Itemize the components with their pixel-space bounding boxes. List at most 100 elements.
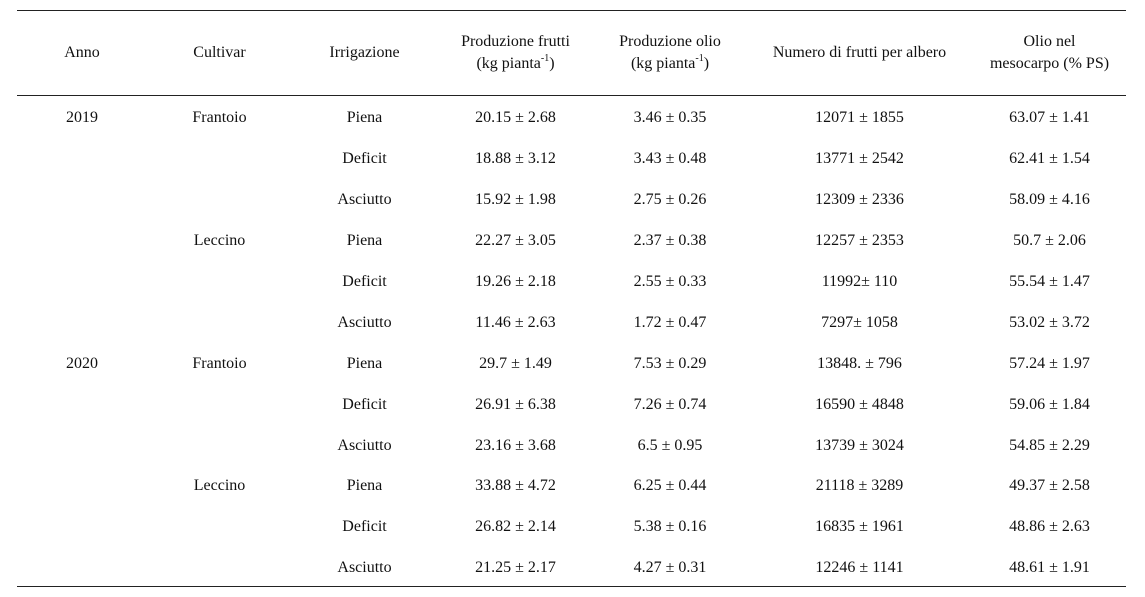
cell-anno: 2019 [66, 109, 98, 127]
cell-irrigazione: Asciutto [337, 559, 392, 577]
cell-olio-mesocarpo: 49.37 ± 2.58 [1009, 477, 1090, 495]
cell-irrigazione: Deficit [342, 273, 387, 290]
cell-produzione-frutti: 23.16 ± 3.68 [475, 436, 556, 454]
header-produzione-frutti-line1: Produzione frutti [461, 33, 570, 50]
header-rule [17, 95, 1126, 96]
cell-numero-frutti: 13771 ± 2542 [815, 150, 904, 168]
table-body: 2019 Frantoio Piena 20.15 ± 2.68 3.46 ± … [17, 95, 1126, 589]
cell-produzione-frutti: 26.91 ± 6.38 [475, 395, 556, 413]
cell-olio-mesocarpo: 59.06 ± 1.84 [1009, 395, 1090, 413]
cell-cultivar [147, 507, 292, 548]
data-table: Anno Cultivar Irrigazione Produzione fru… [17, 11, 1126, 589]
table-row: Leccino Piena 33.88 ± 4.72 6.25 ± 0.44 2… [17, 466, 1126, 507]
cell-anno [17, 262, 147, 303]
cell-produzione-olio: 5.38 ± 0.16 [633, 518, 707, 536]
cell-olio-mesocarpo: 50.7 ± 2.06 [1013, 232, 1086, 250]
cell-cultivar: Frantoio [192, 109, 247, 127]
table-header: Anno Cultivar Irrigazione Produzione fru… [17, 11, 1126, 95]
cell-anno [17, 548, 147, 589]
unit-close: ) [549, 55, 555, 72]
cell-numero-frutti: 13739 ± 3024 [815, 436, 904, 454]
cell-anno [17, 466, 147, 507]
cell-cultivar: Leccino [193, 232, 246, 250]
cell-olio-mesocarpo: 58.09 ± 4.16 [1009, 191, 1090, 209]
cell-numero-frutti: 16835 ± 1961 [815, 518, 904, 536]
cell-irrigazione: Asciutto [337, 313, 392, 331]
cell-produzione-olio: 7.26 ± 0.74 [633, 395, 707, 413]
cell-cultivar [147, 262, 292, 303]
cell-irrigazione: Deficit [342, 150, 387, 168]
header-olio-mesocarpo-line1: Olio nel [1023, 33, 1076, 50]
cell-irrigazione: Piena [346, 109, 383, 127]
unit-close: ) [703, 55, 710, 72]
cell-numero-frutti: 11992± 110 [821, 273, 898, 290]
cell-olio-mesocarpo: 55.54 ± 1.47 [1009, 273, 1090, 290]
cell-produzione-olio: 2.37 ± 0.38 [633, 232, 707, 250]
cell-cultivar [147, 139, 292, 180]
unit-exponent: -1 [695, 53, 704, 64]
cell-produzione-frutti: 22.27 ± 3.05 [475, 232, 556, 250]
table-row: Leccino Piena 22.27 ± 3.05 2.37 ± 0.38 1… [17, 221, 1126, 262]
unit-exponent: -1 [540, 53, 550, 64]
unit-text: (kg pianta [630, 55, 696, 72]
header-produzione-frutti: Produzione frutti (kg pianta-1) [437, 11, 594, 95]
cell-produzione-frutti: 21.25 ± 2.17 [475, 559, 556, 577]
header-irrigazione: Irrigazione [329, 44, 400, 61]
cell-numero-frutti: 12071 ± 1855 [815, 109, 904, 127]
cell-anno: 2020 [66, 354, 98, 372]
cell-anno [17, 302, 147, 343]
cell-numero-frutti: 12257 ± 2353 [815, 232, 904, 250]
cell-olio-mesocarpo: 53.02 ± 3.72 [1009, 313, 1090, 331]
cell-produzione-frutti: 15.92 ± 1.98 [475, 191, 556, 209]
cell-produzione-frutti: 18.88 ± 3.12 [475, 150, 556, 168]
cell-cultivar [147, 302, 292, 343]
cell-anno [17, 180, 147, 221]
cell-produzione-olio: 1.72 ± 0.47 [633, 313, 707, 331]
cell-produzione-olio: 6.5 ± 0.95 [637, 436, 703, 454]
header-olio-mesocarpo-line2: mesocarpo (% PS) [989, 55, 1110, 72]
cell-numero-frutti: 7297± 1058 [821, 313, 898, 331]
cell-numero-frutti: 12246 ± 1141 [815, 559, 904, 577]
header-produzione-frutti-line2: (kg pianta-1) [441, 53, 590, 75]
cell-cultivar [147, 180, 292, 221]
cell-anno [17, 507, 147, 548]
cell-produzione-frutti: 29.7 ± 1.49 [479, 354, 552, 372]
cell-olio-mesocarpo: 57.24 ± 1.97 [1009, 354, 1090, 372]
bottom-rule [17, 586, 1126, 587]
cell-numero-frutti: 16590 ± 4848 [815, 395, 904, 413]
cell-irrigazione: Deficit [342, 395, 387, 413]
header-anno: Anno [64, 44, 100, 61]
cell-produzione-frutti: 33.88 ± 4.72 [475, 477, 556, 495]
cell-irrigazione: Asciutto [337, 436, 392, 454]
table-row: Asciutto 21.25 ± 2.17 4.27 ± 0.31 12246 … [17, 548, 1126, 589]
cell-cultivar [147, 384, 292, 425]
cell-numero-frutti: 13848. ± 796 [817, 354, 902, 372]
cell-produzione-olio: 7.53 ± 0.29 [633, 354, 707, 372]
cell-produzione-olio: 3.43 ± 0.48 [633, 150, 707, 168]
cell-anno [17, 221, 147, 262]
cell-anno [17, 139, 147, 180]
cell-cultivar [147, 425, 292, 466]
table-row: Asciutto 11.46 ± 2.63 1.72 ± 0.47 7297± … [17, 302, 1126, 343]
cell-numero-frutti: 21118 ± 3289 [815, 477, 904, 495]
header-produzione-olio-line2: (kg pianta-1) [598, 53, 742, 75]
table-row: Deficit 26.91 ± 6.38 7.26 ± 0.74 16590 ±… [17, 384, 1126, 425]
header-produzione-olio-line1: Produzione olio [619, 33, 721, 50]
top-rule [17, 10, 1126, 11]
cell-irrigazione: Piena [346, 477, 383, 495]
cell-anno [17, 384, 147, 425]
cell-produzione-olio: 3.46 ± 0.35 [633, 109, 707, 127]
table-row: Deficit 18.88 ± 3.12 3.43 ± 0.48 13771 ±… [17, 139, 1126, 180]
cell-cultivar: Leccino [193, 477, 246, 495]
table-row: Deficit 26.82 ± 2.14 5.38 ± 0.16 16835 ±… [17, 507, 1126, 548]
table-row: 2019 Frantoio Piena 20.15 ± 2.68 3.46 ± … [17, 95, 1126, 139]
cell-produzione-olio: 2.55 ± 0.33 [633, 273, 707, 290]
header-numero-frutti: Numero di frutti per albero [772, 44, 947, 61]
cell-produzione-olio: 2.75 ± 0.26 [633, 191, 707, 209]
cell-olio-mesocarpo: 62.41 ± 1.54 [1009, 150, 1090, 168]
cell-produzione-olio: 4.27 ± 0.31 [633, 559, 707, 577]
cell-cultivar [147, 548, 292, 589]
cell-produzione-frutti: 11.46 ± 2.63 [475, 313, 556, 331]
cell-produzione-olio: 6.25 ± 0.44 [633, 477, 707, 495]
